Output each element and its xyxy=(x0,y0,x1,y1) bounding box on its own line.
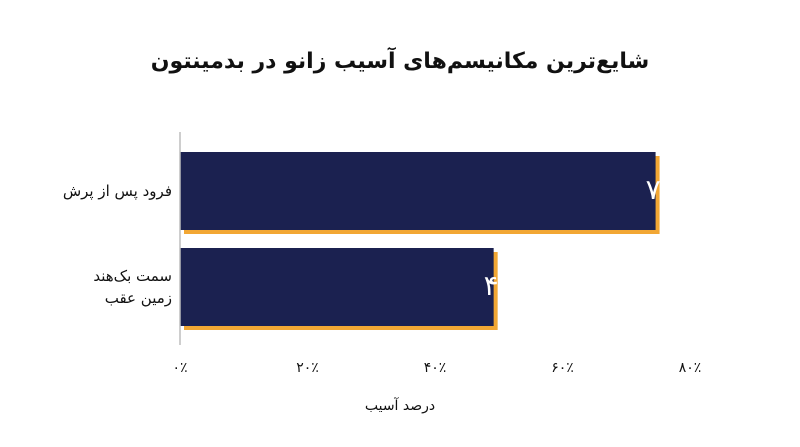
x-tick-label: ۶۰٪ xyxy=(551,360,574,376)
x-tick-label: ۲۰٪ xyxy=(296,360,319,376)
value-label: ۴۹٫۲٪ xyxy=(484,269,553,302)
x-tick-label: ۸۰٪ xyxy=(679,360,702,376)
bar xyxy=(180,152,656,230)
chart-title: شایع‌ترین مکانیسم‌های آسیب زانو در بدمین… xyxy=(151,46,649,74)
x-axis-label: درصد آسیب xyxy=(365,397,435,414)
bar xyxy=(180,248,494,326)
y-tick-label: فرود پس از پرش xyxy=(62,182,172,200)
x-tick-label: ۴۰٪ xyxy=(424,360,447,376)
y-tick-label: سمت بک‌هند زمین عقب xyxy=(93,267,172,307)
value-label: ۷۴٫۶٪ xyxy=(646,173,715,206)
x-tick-label: ۰٪ xyxy=(172,360,187,376)
